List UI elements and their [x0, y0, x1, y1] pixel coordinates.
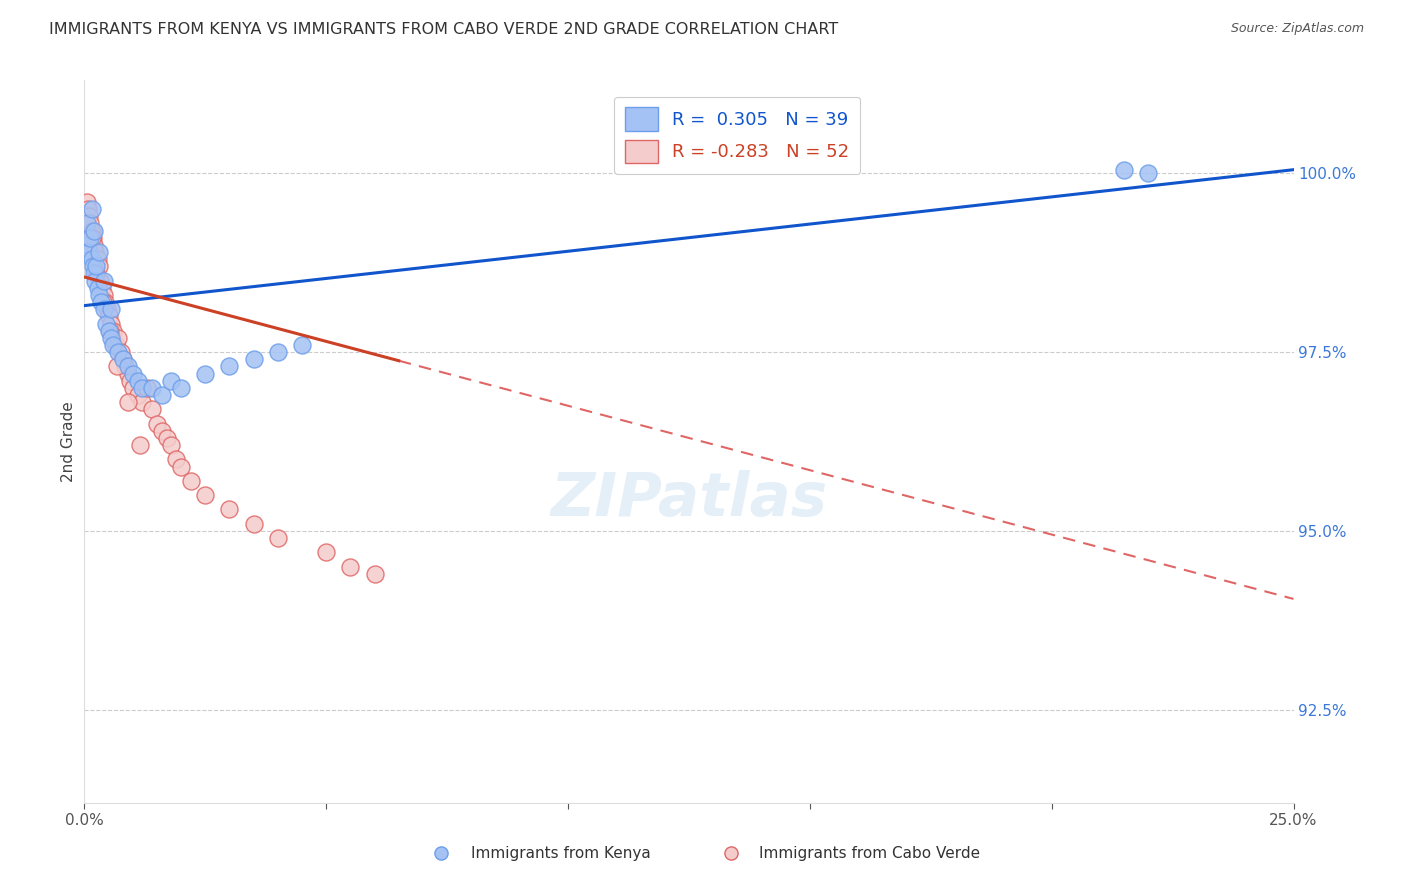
Point: [83, 267, 105, 281]
Point: [100, 331, 122, 345]
Point: [339, 559, 361, 574]
Point: [120, 374, 142, 388]
Point: [100, 317, 122, 331]
Point: [94, 295, 117, 310]
Point: [160, 438, 183, 452]
Point: [82, 260, 104, 274]
Point: [194, 367, 217, 381]
Point: [103, 324, 125, 338]
Point: [91, 295, 114, 310]
Point: [131, 395, 153, 409]
Point: [96, 302, 118, 317]
Point: [87, 288, 110, 302]
Point: [86, 252, 108, 266]
Text: Source: ZipAtlas.com: Source: ZipAtlas.com: [1230, 22, 1364, 36]
Point: [165, 452, 187, 467]
Point: [80, 202, 103, 216]
Point: [107, 345, 129, 359]
Point: [218, 359, 240, 374]
Point: [97, 310, 120, 324]
Point: [150, 424, 173, 438]
Point: [194, 488, 217, 502]
Text: ZIPatlas: ZIPatlas: [550, 470, 828, 529]
Point: [83, 237, 105, 252]
Point: [87, 260, 110, 274]
Point: [170, 459, 193, 474]
Point: [76, 216, 98, 230]
Point: [136, 381, 159, 395]
Y-axis label: 2nd Grade: 2nd Grade: [60, 401, 76, 482]
Point: [79, 230, 101, 244]
Point: [77, 244, 100, 259]
Point: [127, 374, 149, 388]
Point: [112, 352, 135, 367]
Point: [180, 474, 202, 488]
Point: [105, 359, 128, 374]
Point: [121, 381, 143, 395]
Point: [155, 431, 177, 445]
Point: [93, 302, 115, 317]
Point: [82, 230, 104, 244]
Text: Immigrants from Kenya: Immigrants from Kenya: [471, 846, 651, 861]
Point: [107, 331, 129, 345]
Point: [83, 223, 105, 237]
Point: [87, 252, 110, 266]
Point: [146, 417, 169, 431]
Point: [117, 395, 139, 409]
Point: [112, 352, 135, 367]
Point: [90, 295, 112, 310]
Point: [77, 202, 100, 216]
Point: [76, 194, 98, 209]
Point: [131, 381, 153, 395]
Text: IMMIGRANTS FROM KENYA VS IMMIGRANTS FROM CABO VERDE 2ND GRADE CORRELATION CHART: IMMIGRANTS FROM KENYA VS IMMIGRANTS FROM…: [49, 22, 838, 37]
Point: [114, 359, 136, 374]
Point: [104, 338, 127, 352]
Point: [315, 545, 337, 559]
Point: [117, 359, 139, 374]
Point: [79, 216, 101, 230]
Point: [80, 223, 103, 237]
Point: [86, 260, 108, 274]
Point: [160, 374, 183, 388]
Point: [110, 345, 132, 359]
Legend: R =  0.305   N = 39, R = -0.283   N = 52: R = 0.305 N = 39, R = -0.283 N = 52: [614, 96, 860, 174]
Point: [86, 267, 108, 281]
Point: [129, 438, 152, 452]
Point: [103, 338, 125, 352]
Point: [1137, 166, 1160, 180]
Point: [121, 367, 143, 381]
Point: [267, 345, 290, 359]
Text: Immigrants from Cabo Verde: Immigrants from Cabo Verde: [759, 846, 980, 861]
Point: [84, 274, 107, 288]
Point: [100, 302, 122, 317]
Point: [97, 324, 120, 338]
Point: [87, 244, 110, 259]
Point: [98, 324, 121, 338]
Point: [80, 252, 103, 266]
Point: [84, 244, 107, 259]
Point: [141, 381, 163, 395]
Point: [150, 388, 173, 402]
Point: [80, 230, 103, 244]
Point: [117, 367, 139, 381]
Point: [89, 274, 111, 288]
Point: [1114, 162, 1136, 177]
Point: [218, 502, 240, 516]
Point: [242, 352, 264, 367]
Point: [170, 381, 193, 395]
Point: [127, 388, 149, 402]
Point: [363, 566, 385, 581]
Point: [141, 402, 163, 417]
Point: [291, 338, 314, 352]
Point: [77, 237, 100, 252]
Point: [87, 281, 110, 295]
Point: [93, 274, 115, 288]
Point: [77, 209, 100, 223]
Point: [94, 317, 117, 331]
Point: [90, 281, 112, 295]
Point: [93, 288, 115, 302]
Point: [242, 516, 264, 531]
Point: [267, 531, 290, 545]
